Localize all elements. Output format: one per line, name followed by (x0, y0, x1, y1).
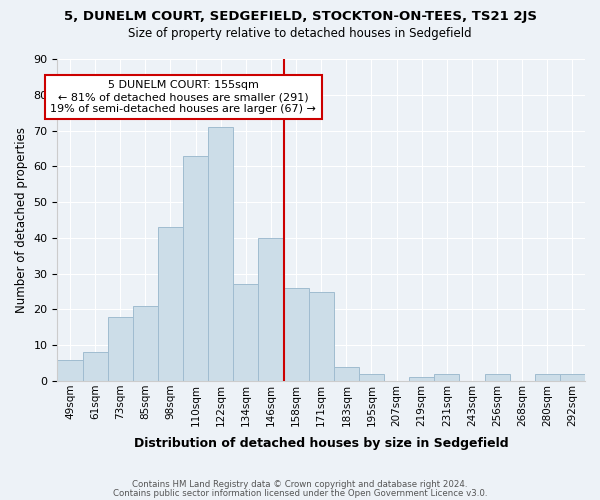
Bar (133, 306, 158, 381)
Bar (409, 378, 434, 381)
Bar (560, 374, 585, 381)
Bar (107, 316, 133, 381)
Bar (83, 352, 107, 381)
Bar (233, 284, 259, 381)
Bar (158, 227, 183, 381)
Bar (535, 374, 560, 381)
Bar (284, 288, 308, 381)
Bar (359, 374, 384, 381)
Text: 5, DUNELM COURT, SEDGEFIELD, STOCKTON-ON-TEES, TS21 2JS: 5, DUNELM COURT, SEDGEFIELD, STOCKTON-ON… (64, 10, 536, 23)
X-axis label: Distribution of detached houses by size in Sedgefield: Distribution of detached houses by size … (134, 437, 509, 450)
Text: 5 DUNELM COURT: 155sqm
← 81% of detached houses are smaller (291)
19% of semi-de: 5 DUNELM COURT: 155sqm ← 81% of detached… (50, 80, 316, 114)
Bar (58, 360, 83, 381)
Bar (183, 156, 208, 381)
Y-axis label: Number of detached properties: Number of detached properties (15, 127, 28, 313)
Bar (308, 292, 334, 381)
Bar (334, 366, 359, 381)
Bar (434, 374, 460, 381)
Bar (208, 127, 233, 381)
Bar (485, 374, 509, 381)
Text: Contains public sector information licensed under the Open Government Licence v3: Contains public sector information licen… (113, 488, 487, 498)
Text: Contains HM Land Registry data © Crown copyright and database right 2024.: Contains HM Land Registry data © Crown c… (132, 480, 468, 489)
Text: Size of property relative to detached houses in Sedgefield: Size of property relative to detached ho… (128, 28, 472, 40)
Bar (259, 238, 284, 381)
